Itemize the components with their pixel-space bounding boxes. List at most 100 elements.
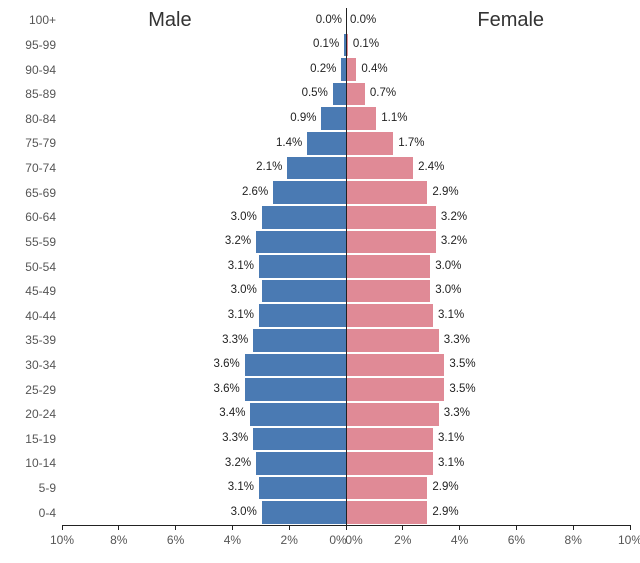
male-value-label: 0.1% (313, 39, 339, 51)
female-bar (346, 57, 357, 82)
male-bar (252, 427, 346, 452)
center-line (346, 8, 347, 525)
yaxis-label: 90-94 (0, 64, 56, 76)
x-axis-tick (175, 525, 176, 530)
female-bar (346, 82, 366, 107)
male-value-label: 3.4% (219, 408, 245, 420)
female-bar (346, 279, 431, 304)
x-axis-tick (232, 525, 233, 530)
yaxis-label: 95-99 (0, 39, 56, 51)
female-bar (346, 254, 431, 279)
male-value-label: 2.6% (242, 187, 268, 199)
x-axis-tick (289, 525, 290, 530)
female-value-label: 0.7% (370, 88, 396, 100)
male-value-label: 0.9% (290, 113, 316, 125)
male-value-label: 3.0% (231, 285, 257, 297)
male-bar (255, 451, 346, 476)
female-bar (346, 156, 414, 181)
male-bar (272, 180, 346, 205)
yaxis-label: 15-19 (0, 433, 56, 445)
male-value-label: 0.5% (302, 88, 328, 100)
yaxis-label: 0-4 (0, 507, 56, 519)
male-bar (286, 156, 346, 181)
male-bar (261, 500, 346, 525)
female-bar (346, 500, 428, 525)
female-value-label: 2.9% (432, 482, 458, 494)
female-bar (346, 230, 437, 255)
yaxis-label: 35-39 (0, 334, 56, 346)
male-value-label: 2.1% (256, 162, 282, 174)
female-value-label: 3.0% (435, 261, 461, 273)
yaxis-label: 20-24 (0, 408, 56, 420)
male-bar (244, 353, 346, 378)
x-axis-tick-label: 2% (281, 534, 298, 546)
female-value-label: 2.9% (432, 507, 458, 519)
x-axis-tick (402, 525, 403, 530)
female-bar (346, 427, 434, 452)
female-value-label: 3.2% (441, 236, 467, 248)
female-bar (346, 180, 428, 205)
female-bar (346, 205, 437, 230)
x-axis-tick-label: 0% (345, 534, 362, 546)
male-value-label: 0.0% (316, 15, 342, 27)
x-axis-tick (630, 525, 631, 530)
male-bar (255, 230, 346, 255)
female-value-label: 0.4% (361, 64, 387, 76)
x-axis-tick-label: 6% (508, 534, 525, 546)
female-value-label: 3.3% (444, 408, 470, 420)
x-axis-tick (516, 525, 517, 530)
male-value-label: 0.2% (310, 64, 336, 76)
male-value-label: 3.0% (231, 212, 257, 224)
x-axis-tick-label: 0% (329, 534, 346, 546)
yaxis-label: 55-59 (0, 236, 56, 248)
female-value-label: 3.1% (438, 310, 464, 322)
female-bar (346, 353, 445, 378)
female-bar (346, 377, 445, 402)
male-header: Male (148, 10, 191, 30)
female-value-label: 0.1% (353, 39, 379, 51)
female-value-label: 2.4% (418, 162, 444, 174)
female-value-label: 0.0% (350, 15, 376, 27)
x-axis-tick-label: 2% (394, 534, 411, 546)
yaxis-label: 100+ (0, 14, 56, 26)
male-bar (252, 328, 346, 353)
yaxis-label: 75-79 (0, 137, 56, 149)
male-bar (244, 377, 346, 402)
yaxis-label: 80-84 (0, 113, 56, 125)
male-bar (306, 131, 346, 156)
female-value-label: 3.3% (444, 335, 470, 347)
male-bar (261, 279, 346, 304)
female-value-label: 3.5% (449, 384, 475, 396)
yaxis-label: 70-74 (0, 162, 56, 174)
x-axis-tick-label: 10% (50, 534, 74, 546)
female-value-label: 1.7% (398, 138, 424, 150)
male-value-label: 3.3% (222, 335, 248, 347)
male-value-label: 3.6% (214, 359, 240, 371)
x-axis-tick (573, 525, 574, 530)
male-value-label: 3.3% (222, 433, 248, 445)
male-bar (258, 303, 346, 328)
yaxis-label: 85-89 (0, 88, 56, 100)
female-value-label: 3.0% (435, 285, 461, 297)
male-value-label: 3.1% (228, 310, 254, 322)
male-value-label: 3.0% (231, 507, 257, 519)
female-bar (346, 131, 394, 156)
female-bar (346, 106, 377, 131)
population-pyramid-chart: 100+ 0.0% 0.0% 95-99 0.1% 0.1% 90-94 0.2% 0.4% 85… (0, 0, 640, 563)
male-value-label: 3.1% (228, 482, 254, 494)
yaxis-label: 25-29 (0, 384, 56, 396)
female-value-label: 3.1% (438, 433, 464, 445)
male-value-label: 3.6% (214, 384, 240, 396)
male-value-label: 1.4% (276, 138, 302, 150)
yaxis-label: 10-14 (0, 457, 56, 469)
female-value-label: 3.2% (441, 212, 467, 224)
male-bar (249, 402, 346, 427)
male-bar (320, 106, 346, 131)
male-value-label: 3.2% (225, 458, 251, 470)
x-axis-tick-label: 8% (565, 534, 582, 546)
female-value-label: 3.1% (438, 458, 464, 470)
female-header: Female (477, 10, 544, 30)
yaxis-label: 50-54 (0, 261, 56, 273)
male-bar (261, 205, 346, 230)
female-bar (346, 328, 440, 353)
